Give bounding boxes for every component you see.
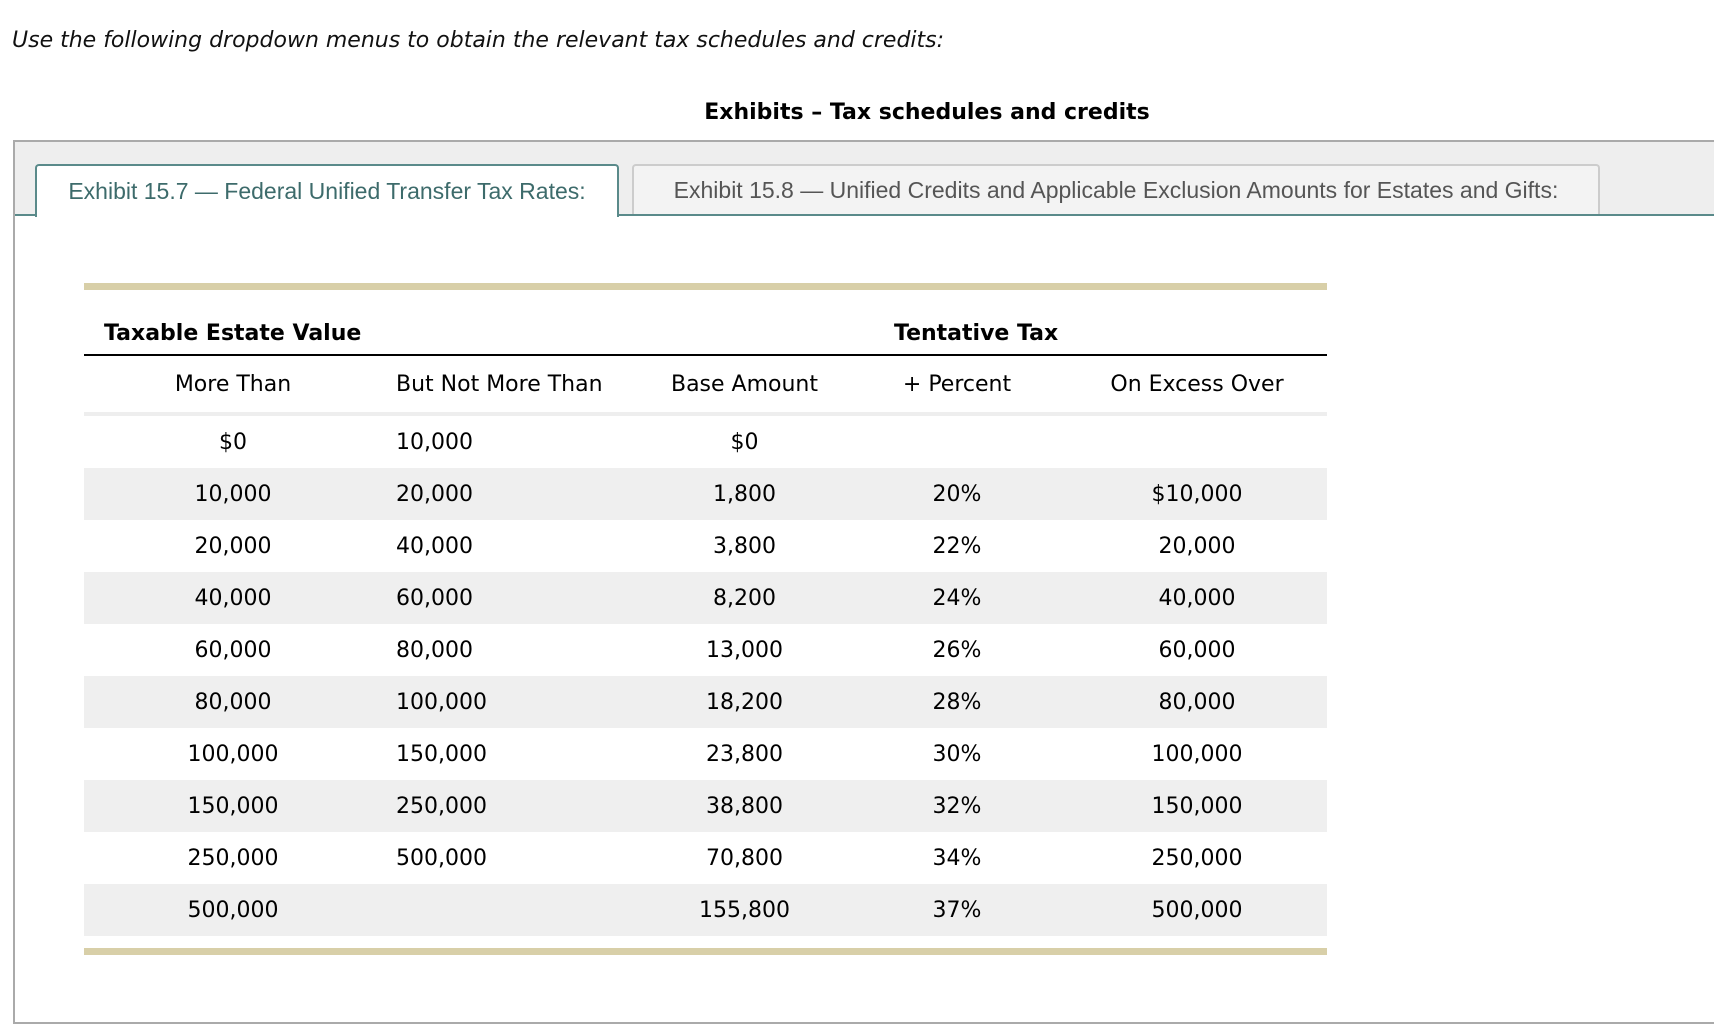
table-cell: $10,000 [1067, 468, 1327, 520]
table-cell: 20% [847, 468, 1067, 520]
table-row: $0 10,000 $0 [84, 414, 1327, 468]
table-cell: 250,000 [382, 780, 642, 832]
table-cell: 150,000 [396, 741, 487, 767]
table-cell: 60,000 [1158, 637, 1236, 663]
table-cell: 70,800 [706, 845, 783, 871]
table-cell [847, 414, 1067, 468]
tax-rates-table: Taxable Estate Value Tentative Tax More … [84, 283, 1327, 955]
table-cell: 26% [932, 637, 982, 663]
column-header: More Than [84, 355, 382, 416]
tab-bar: Exhibit 15.7 — Federal Unified Transfer … [15, 142, 1714, 217]
table-cell: 18,200 [642, 676, 847, 728]
table-cell: 1,800 [642, 468, 847, 520]
table-cell: 150,000 [84, 780, 382, 832]
table-cell: 80,000 [396, 637, 473, 663]
table-row: 10,000 20,000 1,800 20% $10,000 [84, 468, 1327, 520]
exhibits-heading: Exhibits – Tax schedules and credits [704, 100, 1150, 125]
table-row: 20,000 40,000 3,800 22% 20,000 [84, 520, 1327, 572]
table-row: 100,000 150,000 23,800 30% 100,000 [84, 728, 1327, 780]
table-cell: 250,000 [1151, 845, 1243, 871]
table-cell: 20,000 [382, 468, 642, 520]
table-cell: 10,000 [396, 429, 473, 455]
group-header-taxable-estate: Taxable Estate Value [84, 290, 847, 356]
tab-exhibit-15-8[interactable]: Exhibit 15.8 — Unified Credits and Appli… [632, 164, 1600, 214]
table-cell: 40,000 [396, 533, 473, 559]
table-cell: 37% [847, 884, 1067, 936]
table-cell: 100,000 [382, 676, 642, 728]
table-cell: 250,000 [187, 845, 279, 871]
table-cell: 20,000 [194, 533, 272, 559]
table-cell: 100,000 [187, 741, 279, 767]
table-cell: 30% [932, 741, 982, 767]
table-cell: 34% [932, 845, 982, 871]
column-header: + Percent [847, 355, 1067, 416]
table-cell: 80,000 [1067, 676, 1327, 728]
table-cell: 38,800 [642, 780, 847, 832]
table-cell: 500,000 [1067, 884, 1327, 936]
table-cell: 80,000 [84, 676, 382, 728]
table-cell: 155,800 [642, 884, 847, 936]
table-cell: 40,000 [1067, 572, 1327, 624]
bottom-rule [84, 948, 1327, 955]
table-row: 500,000 155,800 37% 500,000 [84, 884, 1327, 936]
table-cell: 23,800 [706, 741, 783, 767]
table-row: 150,000 250,000 38,800 32% 150,000 [84, 780, 1327, 832]
table-cell: 13,000 [706, 637, 783, 663]
table-cell: 20,000 [1158, 533, 1236, 559]
table-cell: 500,000 [396, 845, 487, 871]
column-header: Base Amount [642, 355, 847, 416]
table-cell [1067, 414, 1327, 468]
table-cell: $0 [730, 429, 759, 455]
column-header: On Excess Over [1067, 355, 1327, 416]
table-row: 60,000 80,000 13,000 26% 60,000 [84, 624, 1327, 676]
tab-exhibit-15-7[interactable]: Exhibit 15.7 — Federal Unified Transfer … [35, 164, 619, 217]
table-cell: 150,000 [1067, 780, 1327, 832]
group-header-tentative-tax: Tentative Tax [847, 290, 1327, 356]
column-header: But Not More Than [382, 355, 642, 416]
table-cell: 3,800 [713, 533, 776, 559]
table-cell: 32% [847, 780, 1067, 832]
table-cell: 100,000 [1151, 741, 1243, 767]
instructions-text: Use the following dropdown menus to obta… [12, 28, 945, 53]
table-cell: 60,000 [382, 572, 642, 624]
table-cell [382, 884, 642, 936]
table-cell: 10,000 [84, 468, 382, 520]
exhibits-panel: Exhibit 15.7 — Federal Unified Transfer … [13, 140, 1714, 1024]
table-cell: $0 [219, 429, 247, 455]
table-row: 40,000 60,000 8,200 24% 40,000 [84, 572, 1327, 624]
table-cell: 28% [847, 676, 1067, 728]
table-cell: 40,000 [84, 572, 382, 624]
table-cell: 60,000 [194, 637, 272, 663]
table-row: 250,000 500,000 70,800 34% 250,000 [84, 832, 1327, 884]
table-cell: 24% [847, 572, 1067, 624]
table-cell: 22% [932, 533, 982, 559]
table-cell: 500,000 [84, 884, 382, 936]
table-row: 80,000 100,000 18,200 28% 80,000 [84, 676, 1327, 728]
table-cell: 8,200 [642, 572, 847, 624]
